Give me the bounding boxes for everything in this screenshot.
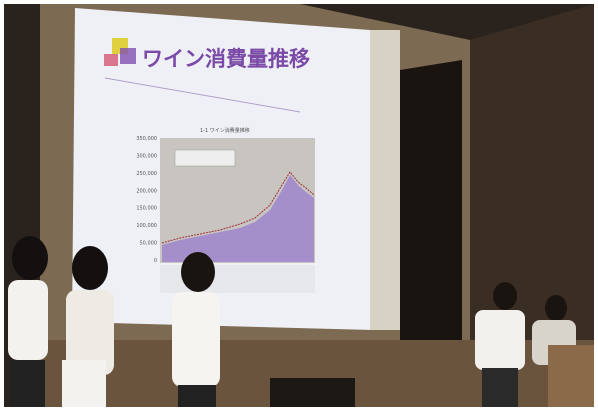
person (8, 236, 48, 407)
screen-edge (370, 30, 400, 330)
podium (548, 345, 594, 407)
y-tick-label: 0 (154, 258, 157, 264)
y-tick-label: 350,000 (136, 136, 157, 142)
curtain (400, 60, 462, 340)
y-tick-label: 300,000 (136, 153, 157, 159)
logo-square (120, 48, 136, 64)
y-tick-label: 150,000 (136, 206, 157, 212)
y-tick-label: 100,000 (136, 223, 157, 229)
logo-square (104, 54, 118, 66)
chart-title: 1-1 ワイン消費量推移 (200, 127, 250, 134)
y-tick-label: 200,000 (136, 188, 157, 194)
page: ワイン消費量推移 1-1 ワイン消費量推移 350,000 300,000 250,… (0, 0, 598, 411)
legend-box (175, 150, 235, 166)
photo: ワイン消費量推移 1-1 ワイン消費量推移 350,000 300,000 250,… (0, 0, 598, 411)
y-tick-label: 250,000 (136, 171, 157, 177)
monitor (270, 378, 355, 407)
slide-title: ワイン消費量推移 (142, 47, 310, 71)
y-tick-label: 50,000 (140, 241, 158, 247)
